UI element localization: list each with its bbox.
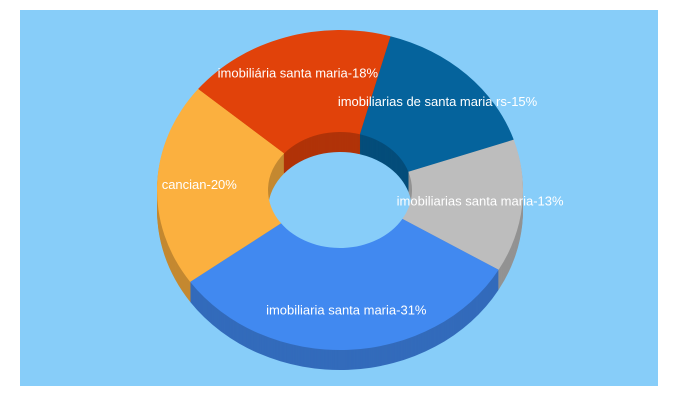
labels: imobiliarias de santa maria rs-15% imobil… — [162, 66, 564, 318]
slice — [157, 88, 285, 282]
slice-label: imobiliária santa maria-18% — [218, 66, 379, 81]
slices — [157, 30, 523, 350]
slice-label: cancian-20% — [162, 177, 238, 192]
slice-label: imobiliarias santa maria-13% — [397, 194, 564, 209]
slice — [359, 36, 514, 172]
slice — [190, 218, 499, 350]
slice — [402, 139, 523, 270]
slice — [198, 30, 391, 154]
slice-label: imobiliaria santa maria-31% — [266, 303, 427, 318]
slice-label: imobiliarias de santa maria rs-15% — [338, 94, 538, 109]
